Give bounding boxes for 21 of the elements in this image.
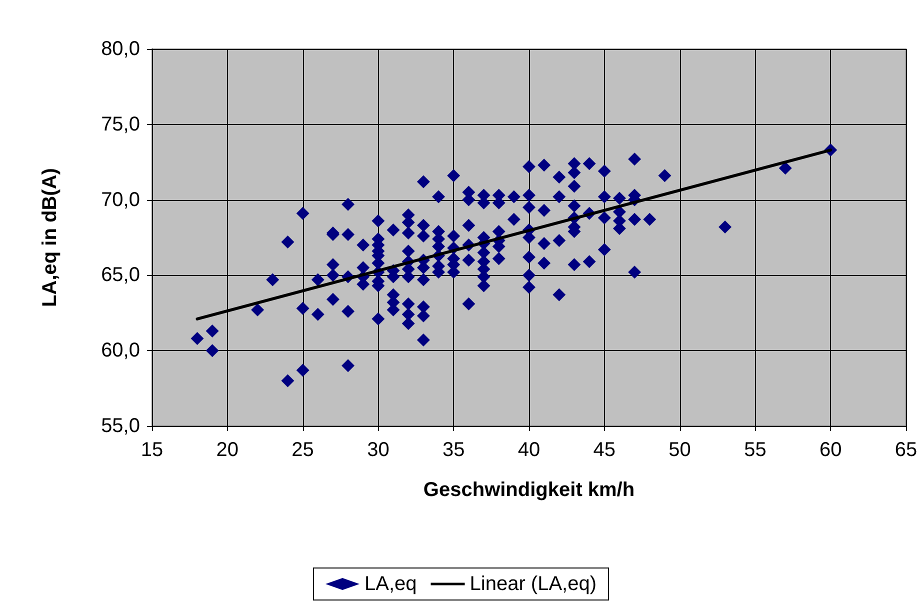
- x-tick-label: 30: [367, 439, 390, 461]
- y-tick-label: 55,0: [101, 415, 140, 437]
- x-tick-label: 40: [518, 439, 540, 461]
- x-tick-label: 45: [593, 439, 616, 461]
- y-axis-title: LA,eq in dB(A): [39, 168, 61, 307]
- x-axis-title: Geschwindigkeit km/h: [423, 479, 635, 501]
- x-tick-label: 65: [894, 439, 918, 461]
- x-tick-label: 20: [216, 439, 239, 461]
- legend-label: Linear (LA,eq): [470, 573, 597, 595]
- x-tick-label: 15: [140, 439, 164, 461]
- x-tick-label: 50: [668, 439, 691, 461]
- y-tick-label: 80,0: [101, 38, 140, 60]
- x-tick-label: 25: [292, 439, 314, 461]
- y-tick-label: 65,0: [101, 264, 140, 286]
- y-tick-label: 75,0: [101, 113, 140, 136]
- y-tick-label: 70,0: [101, 188, 140, 211]
- x-tick-label: 35: [442, 439, 465, 461]
- x-tick-label: 55: [744, 439, 766, 461]
- y-tick-label: 60,0: [101, 340, 140, 362]
- x-tick-label: 60: [819, 439, 842, 461]
- legend-label: LA,eq: [364, 573, 417, 595]
